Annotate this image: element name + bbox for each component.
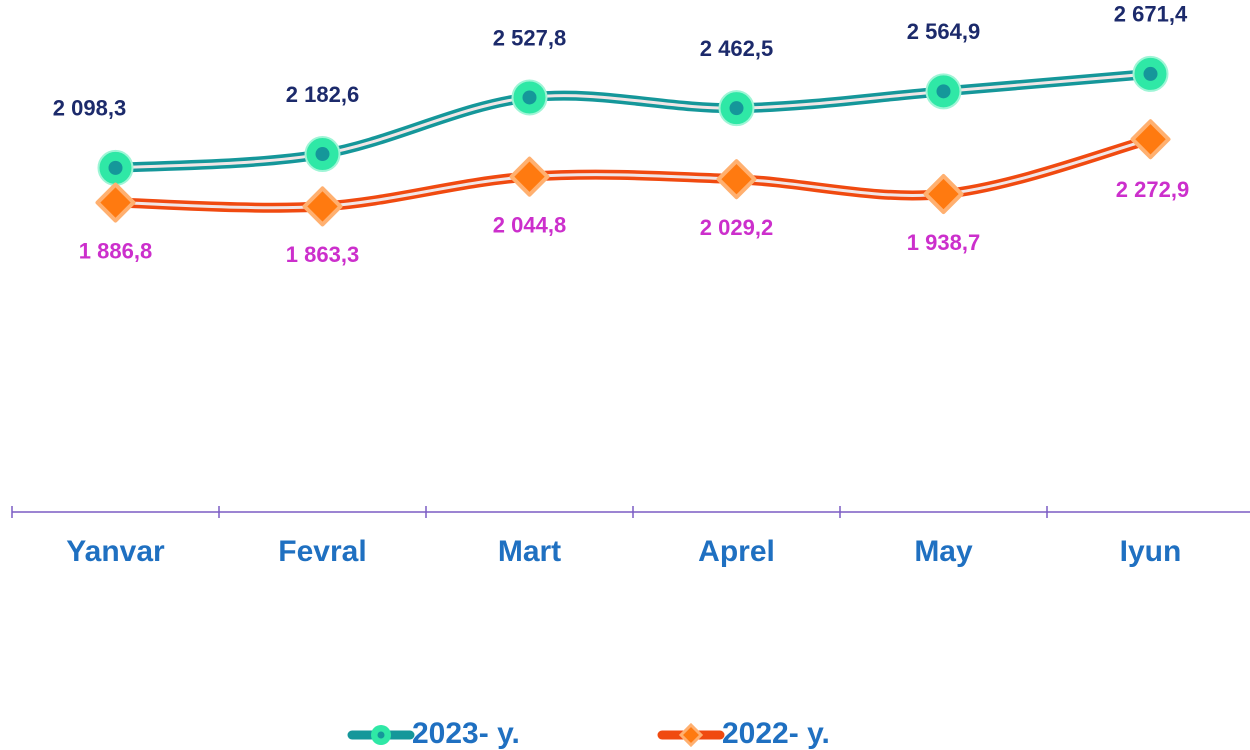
marker-center (1143, 66, 1158, 81)
data-label: 2 029,2 (700, 215, 773, 240)
legend-label: 2022- y. (722, 717, 830, 750)
legend-item: 2022- y. (657, 717, 830, 750)
x-tick-label: Fevral (278, 535, 366, 568)
marker (716, 159, 757, 200)
x-tick-label: Aprel (698, 535, 775, 568)
x-tick-label: Yanvar (66, 535, 165, 568)
marker (1130, 119, 1171, 160)
marker-center (522, 90, 537, 105)
marker (302, 186, 343, 227)
marker (509, 156, 550, 197)
legend-marker (678, 722, 704, 748)
marker-center (108, 160, 123, 175)
x-tick-label: Iyun (1120, 535, 1182, 568)
data-label: 1 863,3 (286, 242, 359, 267)
legend-item: 2023- y. (347, 717, 520, 750)
marker-center (936, 84, 951, 99)
x-tick-label: May (914, 535, 973, 568)
data-label: 2 098,3 (53, 96, 126, 121)
data-label: 2 272,9 (1116, 177, 1189, 202)
marker-center (729, 101, 744, 116)
legend-marker-center (377, 731, 385, 739)
data-label: 2 564,9 (907, 19, 980, 44)
marker (95, 182, 136, 223)
marker-center (315, 147, 330, 162)
line (110, 134, 1156, 213)
data-label: 2 182,6 (286, 82, 359, 107)
marker (923, 174, 964, 215)
x-tick-label: Mart (498, 535, 561, 568)
data-label: 1 938,7 (907, 230, 980, 255)
line-highlight (115, 137, 1151, 210)
data-label: 2 671,4 (1114, 2, 1188, 27)
line-highlight (115, 72, 1151, 170)
data-label: 2 462,5 (700, 36, 773, 61)
data-label: 2 044,8 (493, 212, 566, 237)
data-label: 2 527,8 (493, 25, 566, 50)
data-label: 1 886,8 (79, 238, 152, 263)
legend-label: 2023- y. (412, 717, 520, 750)
